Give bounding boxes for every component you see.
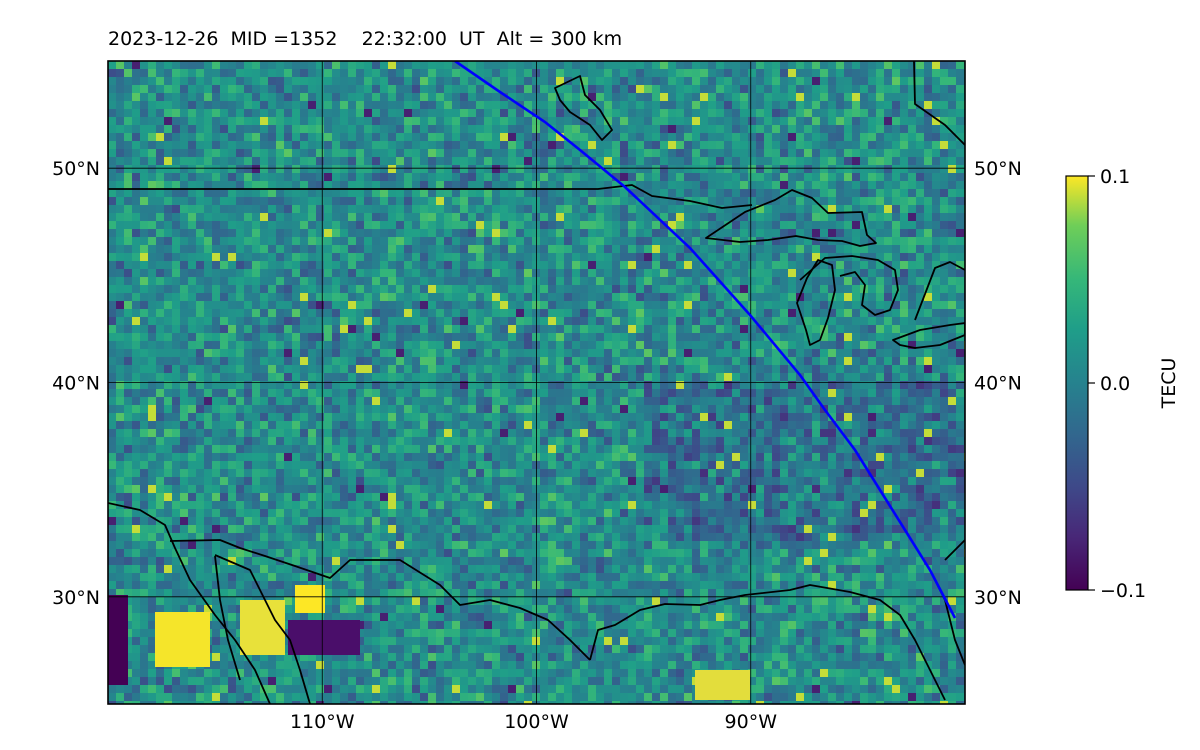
lake-erie	[892, 322, 965, 349]
satellite-track	[454, 61, 957, 619]
latitude-labels-left: 50°N 40°N 30°N	[52, 158, 100, 609]
lake-superior	[705, 189, 877, 247]
lat-label: 50°N	[974, 158, 1022, 180]
hudson-bay-shore	[913, 61, 965, 146]
baja-coast	[108, 502, 271, 704]
lake-ontario-shore	[914, 261, 965, 321]
lat-label: 40°N	[52, 373, 100, 395]
lake-winnipeg	[554, 75, 613, 141]
lake-michigan	[796, 259, 836, 346]
coastlines	[108, 61, 965, 704]
latitude-labels-right: 50°N 40°N 30°N	[974, 158, 1022, 609]
us-canada-border	[108, 184, 753, 209]
map-title: 2023-12-26 MID =1352 22:32:00 UT Alt = 3…	[108, 28, 623, 50]
tec-heatmap	[108, 61, 965, 704]
colorbar-tick-label: 0.0	[1100, 373, 1130, 395]
colorbar-label: TECU	[1158, 358, 1180, 410]
sonora-coast	[214, 554, 311, 704]
lon-label: 90°W	[725, 711, 778, 733]
colorbar-tick-label: −0.1	[1100, 580, 1146, 602]
colorbar-ticks: 0.1 0.0 −0.1	[1088, 166, 1146, 602]
gulf-coast	[589, 584, 946, 701]
longitude-labels: 110°W 100°W 90°W	[290, 711, 777, 733]
colorbar-tick-label: 0.1	[1100, 166, 1130, 188]
map-frame	[107, 60, 966, 705]
lat-label: 50°N	[52, 158, 100, 180]
us-mexico-border	[169, 539, 591, 661]
lon-label: 100°W	[504, 711, 569, 733]
lat-label: 30°N	[974, 587, 1022, 609]
pacific-mx-coast	[214, 555, 241, 681]
colorbar	[1065, 175, 1089, 591]
lat-label: 30°N	[52, 587, 100, 609]
lon-label: 110°W	[290, 711, 355, 733]
graticule	[108, 61, 965, 704]
lake-huron	[799, 255, 899, 316]
lat-label: 40°N	[974, 373, 1022, 395]
